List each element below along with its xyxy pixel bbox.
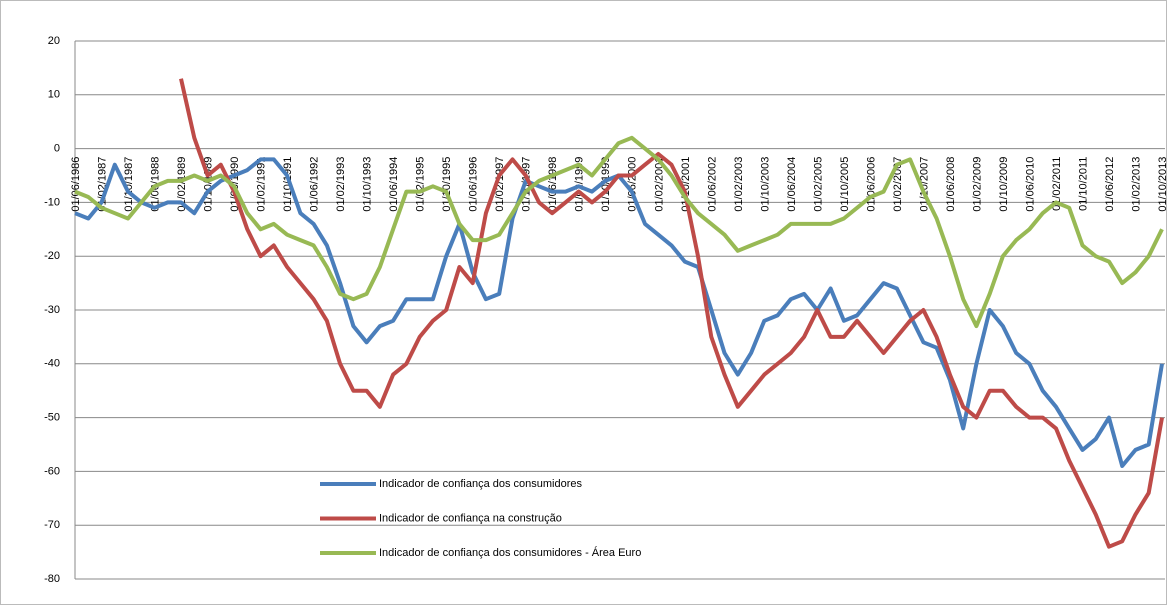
x-tick-label: 01/02/2011 [1051, 157, 1063, 211]
y-tick-label: 10 [48, 89, 60, 101]
x-tick-label: 01/06/1986 [70, 157, 82, 212]
x-tick-label: 01/02/1991 [256, 157, 268, 212]
y-tick-label: -30 [44, 304, 60, 316]
x-tick-label: 01/02/2013 [1130, 157, 1142, 212]
x-tick-label: 01/06/1996 [468, 157, 480, 212]
x-tick-label: 01/06/2004 [786, 157, 798, 212]
y-tick-label: -70 [44, 519, 60, 531]
x-tick-label: 01/06/2002 [706, 157, 718, 212]
y-tick-label: -40 [44, 358, 60, 370]
legend-label: Indicador de confiança na construção [379, 512, 562, 524]
x-tick-label: 01/02/1993 [335, 157, 347, 212]
x-tick-label: 01/06/1994 [388, 157, 400, 212]
y-tick-label: -50 [44, 412, 60, 424]
x-tick-label: 01/10/2003 [759, 157, 771, 212]
legend-label: Indicador de confiança dos consumidores … [379, 546, 641, 559]
y-tick-label: -60 [44, 465, 60, 477]
x-tick-label: 01/06/2010 [1024, 157, 1036, 212]
y-tick-label: -80 [44, 573, 60, 585]
x-tick-label: 01/10/2013 [1157, 157, 1167, 212]
x-tick-label: 01/10/1987 [123, 157, 135, 212]
y-tick-label: 0 [54, 143, 60, 155]
series-line [74, 135, 1164, 329]
x-tick-label: 01/02/2005 [812, 157, 824, 212]
x-tick-label: 01/06/2012 [1104, 157, 1116, 212]
x-tick-label: 01/02/2001 [653, 157, 665, 212]
x-tick-label: 01/02/2003 [733, 157, 745, 212]
x-tick-label: 01/10/2009 [998, 157, 1010, 212]
x-tick-label: 01/06/2008 [945, 157, 957, 212]
x-tick-label: 01/10/2011 [1077, 157, 1089, 211]
series-line [179, 78, 1164, 549]
x-tick-label: 01/02/1987 [97, 157, 109, 212]
x-tick-label: 01/02/2009 [971, 157, 983, 212]
x-tick-label: 01/02/1989 [176, 157, 188, 212]
y-tick-label: -10 [44, 196, 60, 208]
x-tick-label: 01/10/1999 [600, 157, 612, 212]
y-tick-label: 20 [48, 35, 60, 47]
legend-label: Indicador de confiança dos consumidores [379, 478, 583, 490]
x-tick-label: 01/06/2006 [865, 157, 877, 212]
y-tick-label: -20 [44, 250, 60, 262]
x-tick-label: 01/10/1993 [362, 157, 374, 212]
x-tick-label: 01/10/2001 [680, 157, 692, 212]
x-tick-label: 01/02/1995 [415, 157, 427, 212]
x-tick-label: 01/10/2005 [839, 157, 851, 212]
x-tick-label: 01/06/1998 [547, 157, 559, 212]
x-tick-label: 01/06/1992 [309, 157, 321, 212]
